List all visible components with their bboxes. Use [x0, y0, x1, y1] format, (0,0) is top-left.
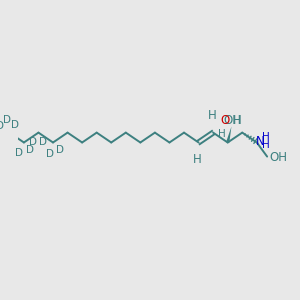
Text: O: O	[220, 114, 230, 128]
Text: H: H	[262, 132, 270, 142]
Text: D: D	[0, 121, 4, 131]
Text: OH: OH	[269, 151, 287, 164]
Polygon shape	[226, 127, 231, 143]
Text: D: D	[26, 145, 34, 155]
Text: H: H	[262, 140, 270, 150]
Text: D: D	[39, 137, 47, 147]
Text: D: D	[2, 116, 11, 125]
Text: H: H	[193, 153, 202, 166]
Text: OH: OH	[224, 114, 242, 128]
Text: H: H	[233, 114, 242, 128]
Text: D: D	[11, 120, 19, 130]
Text: D: D	[56, 145, 64, 155]
Text: D: D	[46, 149, 54, 159]
Text: D: D	[15, 148, 23, 158]
Text: H: H	[218, 129, 226, 139]
Text: H: H	[208, 109, 217, 122]
Text: N: N	[256, 135, 265, 148]
Text: D: D	[29, 137, 37, 147]
